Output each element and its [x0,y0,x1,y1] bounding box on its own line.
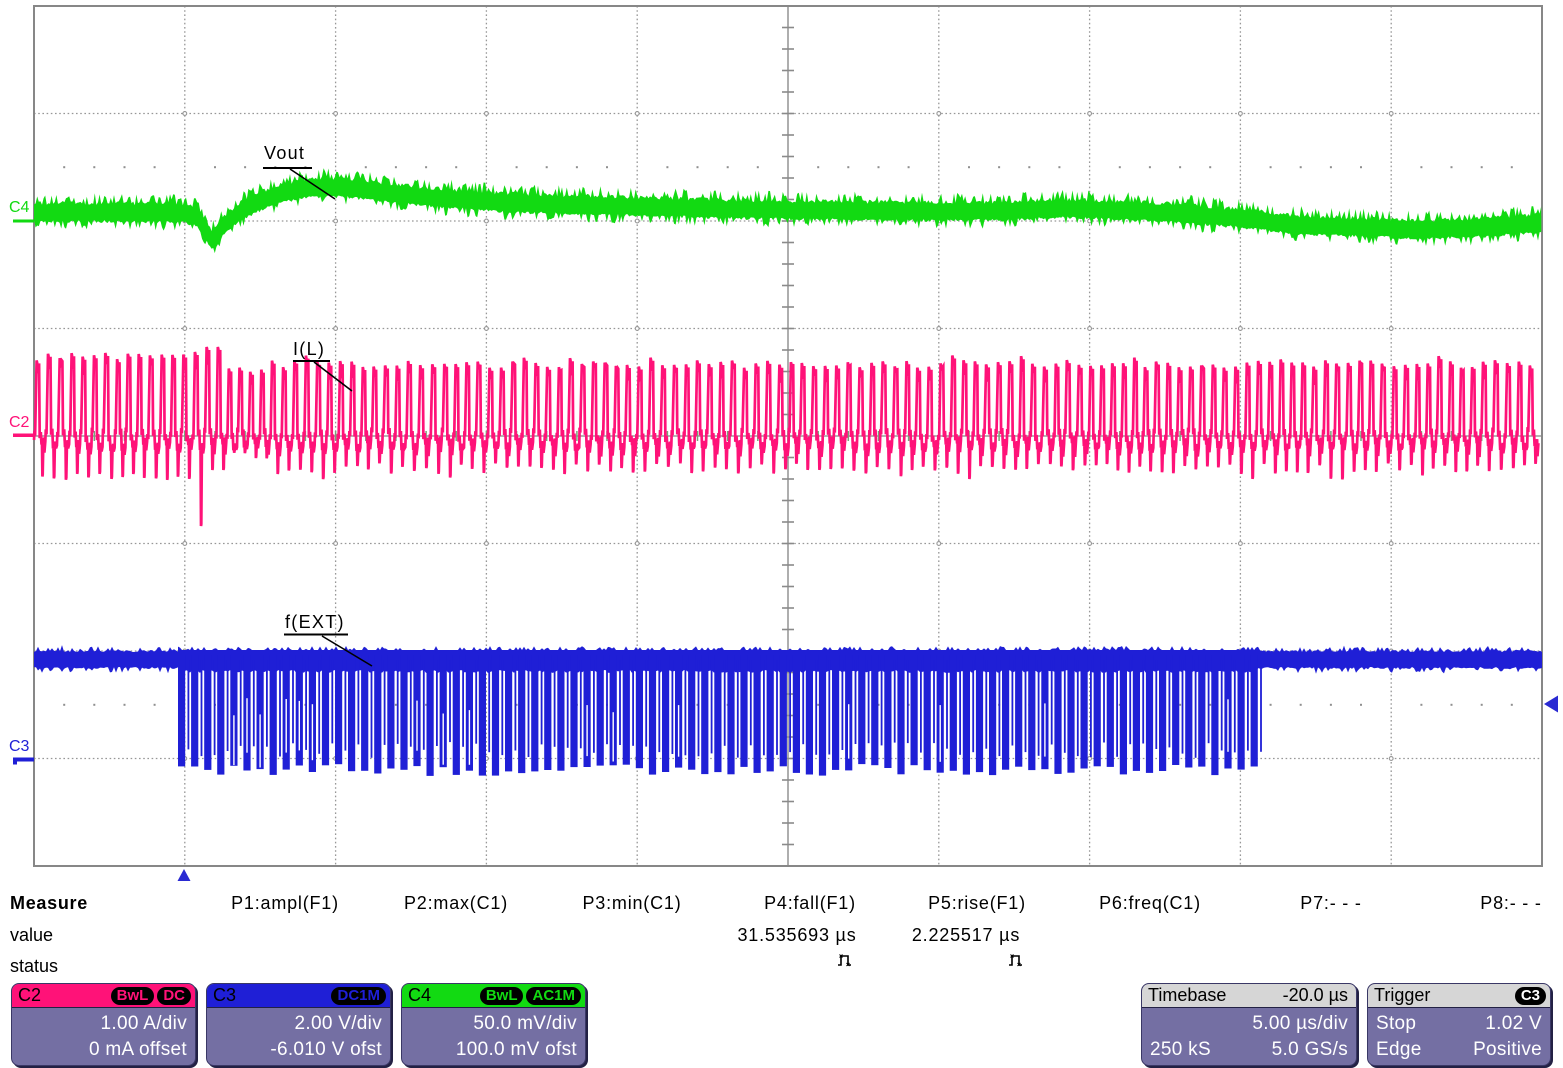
svg-text:I(L): I(L) [293,339,325,359]
svg-text:Vout: Vout [264,143,305,163]
svg-text:C3: C3 [9,738,30,755]
svg-text:f(EXT): f(EXT) [285,612,345,632]
svg-text:C4: C4 [9,199,30,216]
svg-text:C2: C2 [9,414,30,431]
